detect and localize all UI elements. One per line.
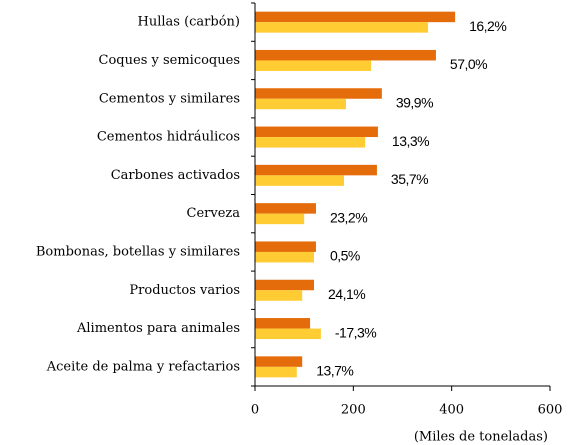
bar	[255, 279, 314, 291]
x-axis-label: (Miles de toneladas)	[414, 430, 548, 445]
y-tick-label: Hullas (carbón)	[138, 15, 241, 30]
bar	[255, 60, 372, 71]
y-tick-label: Alimentos para animales	[76, 321, 240, 336]
change-label: 57,0%	[450, 56, 487, 72]
x-tick-label: 400	[439, 403, 464, 418]
y-tick-label: Productos varios	[129, 283, 240, 298]
bar	[255, 175, 344, 186]
change-label: 13,7%	[316, 363, 353, 379]
change-label: 24,1%	[328, 286, 365, 302]
bar	[255, 164, 377, 176]
x-tick-label: 600	[538, 403, 563, 418]
change-label: 35,7%	[391, 171, 428, 187]
change-label: 39,9%	[396, 94, 433, 110]
bar	[255, 88, 382, 99]
y-tick-label: Cementos y similares	[99, 91, 240, 106]
bar	[255, 137, 366, 148]
change-label: -17,3%	[335, 324, 376, 340]
y-tick-label: Cementos hidráulicos	[97, 130, 240, 145]
x-tick-label: 0	[251, 403, 259, 418]
change-label: 16,2%	[469, 18, 506, 34]
x-tick-label: 200	[341, 403, 366, 418]
bar	[255, 356, 303, 367]
bar	[255, 366, 297, 378]
bar	[255, 126, 378, 138]
bar	[255, 98, 346, 110]
bar	[255, 241, 316, 252]
bar	[255, 11, 456, 23]
change-label: 13,3%	[392, 133, 429, 149]
y-tick-label: Coques y semicoques	[99, 53, 240, 68]
bar	[255, 328, 321, 340]
y-tick-label: Aceite de palma y refactarios	[46, 359, 240, 374]
bar	[255, 251, 314, 263]
y-tick-label: Carbones activados	[111, 168, 240, 183]
bar	[255, 22, 429, 33]
bar	[255, 318, 311, 329]
change-label: 23,2%	[330, 209, 367, 225]
bar	[255, 213, 305, 225]
y-tick-label: Cerveza	[187, 206, 241, 221]
change-label: 0,5%	[330, 248, 360, 264]
bar	[255, 203, 316, 214]
bar	[255, 49, 436, 61]
bar	[255, 290, 303, 301]
y-tick-label: Bombonas, botellas y similares	[36, 244, 240, 259]
